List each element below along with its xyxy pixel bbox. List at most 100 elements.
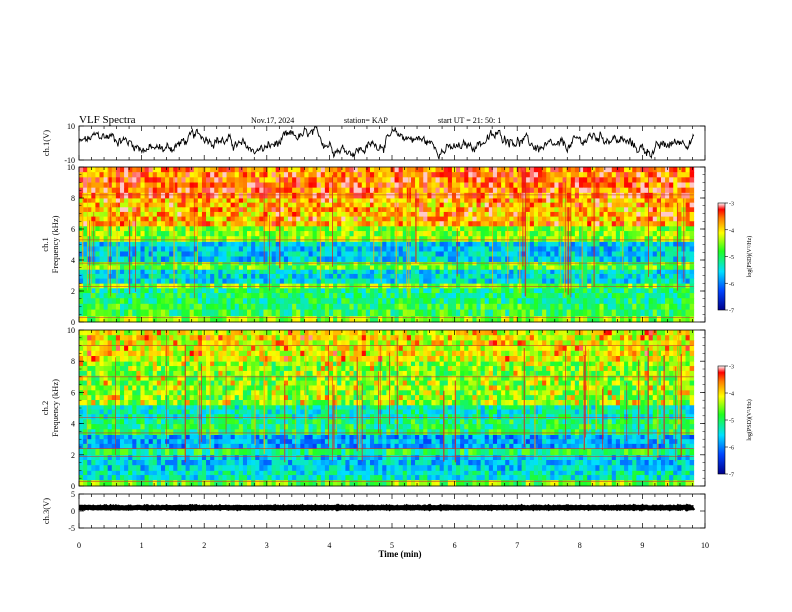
spectrogram-cell <box>320 265 326 270</box>
spectrogram-cell <box>488 202 494 208</box>
spectrogram-cell <box>128 207 133 213</box>
spectrogram-cell <box>103 265 109 270</box>
spectrogram-cell <box>533 298 539 304</box>
spectrogram-cell <box>640 246 645 252</box>
spectrogram-cell <box>320 177 326 183</box>
spectrogram-cell <box>468 198 473 204</box>
spectrogram-cell <box>292 309 297 317</box>
spectrogram-cell <box>119 167 125 173</box>
spectrogram-cell <box>583 309 588 317</box>
spectrogram-cell <box>333 315 338 323</box>
spectrogram-cell <box>87 479 92 487</box>
spectrogram-cell <box>255 211 260 217</box>
spectrogram-cell <box>460 261 465 266</box>
spectrogram-cell <box>599 221 604 227</box>
spectrogram-cell <box>505 293 510 299</box>
spectrogram-cell <box>632 182 637 189</box>
spectrogram-cell <box>103 479 109 487</box>
spectrogram-cell <box>316 287 322 294</box>
spectrogram-cell <box>173 241 178 247</box>
spectrogram-cell <box>193 273 199 279</box>
spectrogram-cell <box>435 187 441 194</box>
spectrogram-cell <box>95 265 100 270</box>
spectrogram-cell <box>423 479 428 487</box>
spectrogram-cell <box>640 251 645 257</box>
spectrogram-cell <box>554 172 559 178</box>
spectrogram-cell <box>271 256 277 262</box>
spectrogram-cell <box>419 298 424 304</box>
spectrogram-cell <box>644 172 650 178</box>
spectrogram-cell <box>353 182 359 189</box>
spectrogram-cell <box>410 479 416 487</box>
spectrogram-cell <box>111 251 117 257</box>
spectrogram-cell <box>296 278 301 284</box>
spectrogram-cell <box>501 211 506 217</box>
spectrogram-cell <box>136 182 141 189</box>
spectrogram-cell <box>328 236 334 242</box>
spectrogram-cell <box>279 293 285 299</box>
spectrogram-cell <box>251 315 256 323</box>
spectrogram-cell <box>402 246 408 252</box>
spectrogram-cell <box>570 241 576 247</box>
spectrogram-cell <box>689 479 695 487</box>
spectrogram-cell <box>185 303 191 310</box>
spectrogram-cell <box>378 187 383 194</box>
spectrogram-cell <box>542 172 547 178</box>
spectrogram-cell <box>288 198 293 204</box>
spectrogram-cell <box>636 182 641 189</box>
spectrogram-cell <box>181 251 186 257</box>
spectrogram-cell <box>361 309 367 317</box>
spectrogram-cell <box>669 241 674 247</box>
spectrogram-cell <box>201 309 207 317</box>
spectrogram-cell <box>345 315 350 323</box>
spectrogram-cell <box>304 207 309 213</box>
spectrogram-cell <box>624 182 629 189</box>
spectrogram-cell <box>550 479 555 487</box>
spectrogram-cell <box>431 269 436 275</box>
spectrogram-cell <box>333 278 338 284</box>
spectrogram-cell <box>566 177 572 183</box>
spectrogram-cell <box>267 298 273 304</box>
spectrogram-cell <box>226 198 232 204</box>
spectrogram-cell <box>501 298 506 304</box>
spectrogram-cell <box>615 479 621 487</box>
spectrogram-cell <box>611 269 617 275</box>
spectrogram-cell <box>595 298 600 304</box>
spectrogram-cell <box>197 309 203 317</box>
spectrogram-cell <box>669 231 674 237</box>
spectrogram-cell <box>419 167 424 173</box>
spectrogram-cell <box>578 192 584 199</box>
spectrogram-cell <box>497 309 502 317</box>
spectrogram-cell <box>279 470 285 476</box>
spectrogram-cell <box>87 187 92 194</box>
spectrogram-cell <box>451 172 457 178</box>
spectrogram-cell <box>488 315 494 323</box>
spectrogram-cell <box>251 198 256 204</box>
spectrogram-cell <box>124 283 129 289</box>
spectrogram-cell <box>656 192 662 199</box>
spectrogram-cell <box>263 273 268 279</box>
spectrogram-cell <box>369 236 375 242</box>
spectrogram-cell <box>132 283 137 289</box>
spectrogram-cell <box>509 309 514 317</box>
spectrogram-cell <box>402 261 408 266</box>
spectrogram-cell <box>460 479 465 487</box>
spectrogram-cell <box>148 265 154 270</box>
spectrogram-cell <box>341 273 346 279</box>
spectrogram-cell <box>447 225 453 232</box>
spectrogram-cell <box>324 192 330 199</box>
spectrogram-cell <box>107 479 113 487</box>
spectrogram-cell <box>83 470 88 476</box>
y-tick-label: 10 <box>67 163 75 172</box>
spectrogram-cell <box>156 261 162 266</box>
spectrogram-cell <box>521 309 527 317</box>
spectrogram-cell <box>283 273 289 279</box>
spectrogram-cell <box>374 273 379 279</box>
spectrogram-cell <box>619 192 625 199</box>
spectrogram-cell <box>255 236 260 242</box>
spectrogram-cell <box>583 202 588 208</box>
spectrogram-cell <box>193 246 199 252</box>
spectrogram-cell <box>361 246 367 252</box>
spectrogram-cell <box>95 207 100 213</box>
spectrogram-cell <box>669 256 674 262</box>
